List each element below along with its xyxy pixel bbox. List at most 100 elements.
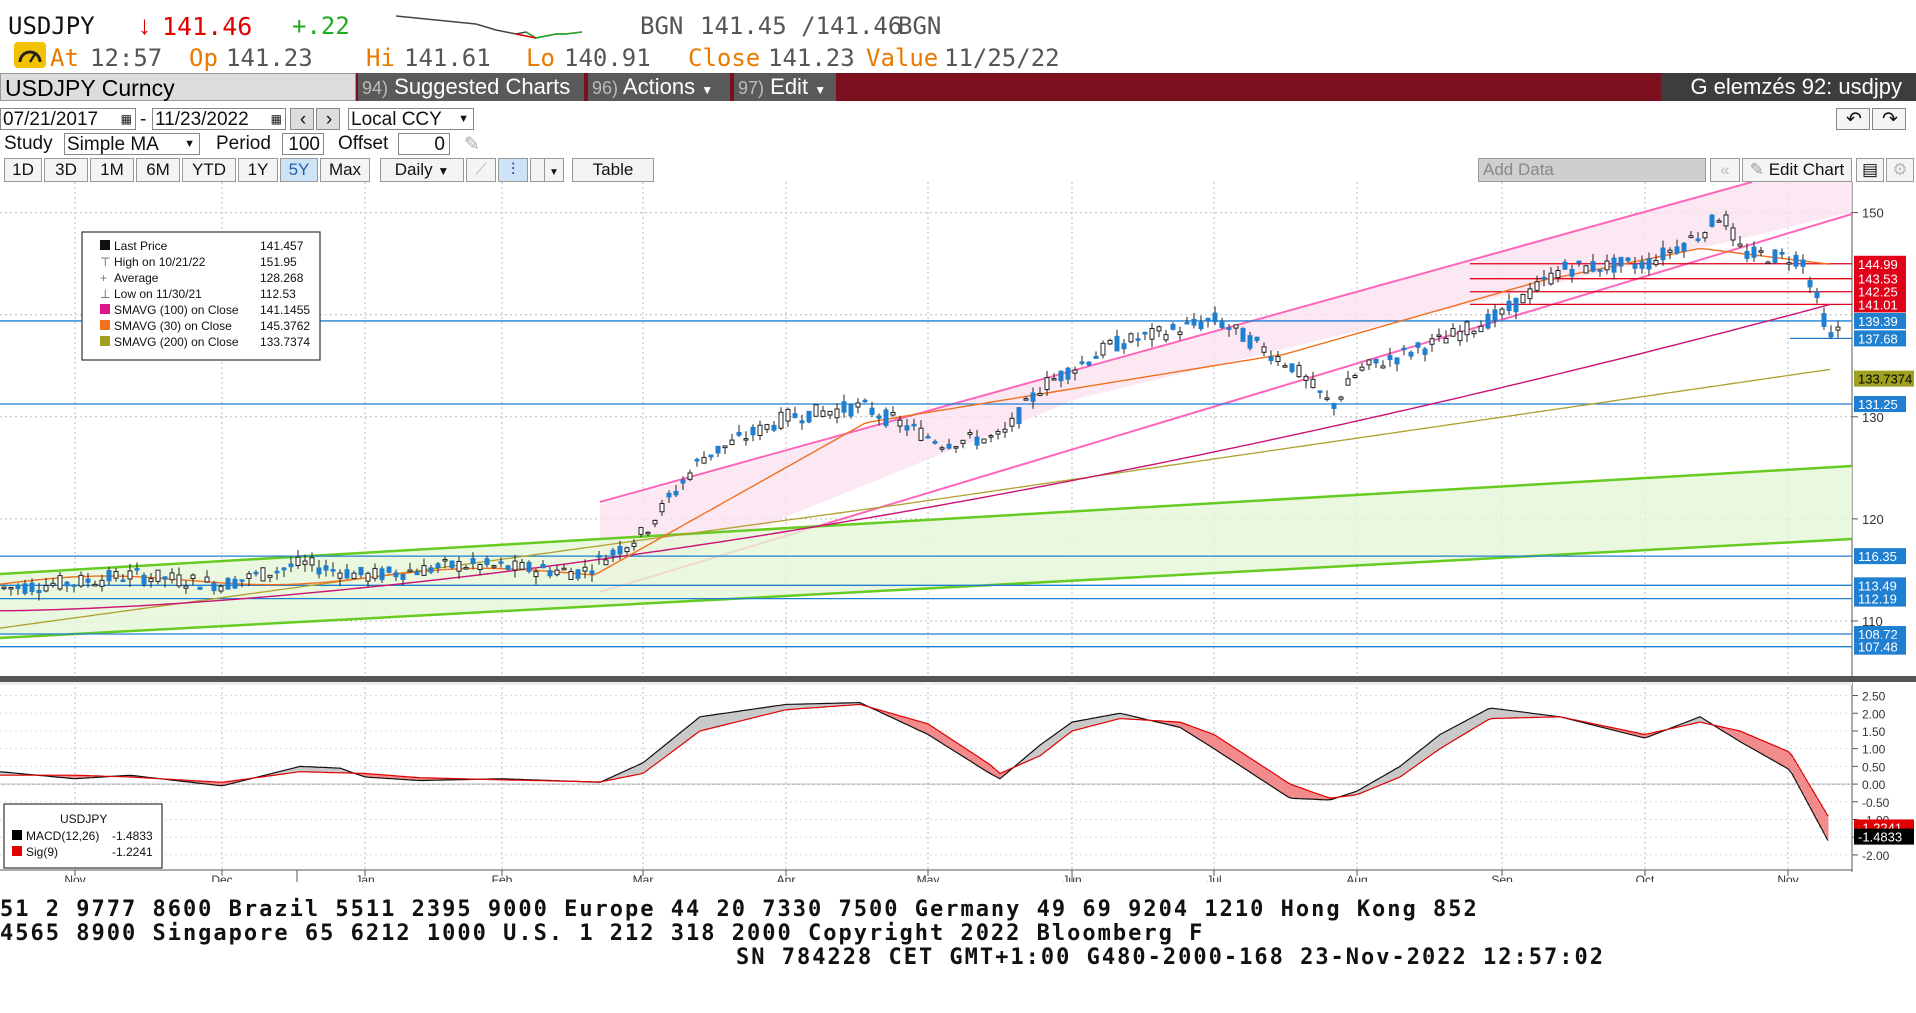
candle-body: [1492, 309, 1498, 321]
table-button[interactable]: Table: [572, 158, 654, 182]
function-toolbar: USDJPY Curncy 94) Suggested Charts 96) A…: [0, 73, 1916, 101]
candle-body: [1660, 247, 1666, 261]
suggested-charts-button[interactable]: 94) Suggested Charts: [358, 73, 584, 101]
candle-body: [1443, 337, 1449, 344]
start-date-field[interactable]: 07/21/2017 ▦: [0, 108, 136, 130]
candle-body: [407, 569, 413, 573]
next-arrow-button[interactable]: ›: [316, 108, 340, 130]
pencil-icon[interactable]: ✎: [464, 134, 480, 155]
period-button-5y[interactable]: 5Y: [280, 158, 318, 182]
period-row: 1D 3D 1M 6M YTD 1Y 5Y Max Daily ▼ ⟋ ⫶ ▼ Table A…: [0, 158, 1916, 182]
edit-chart-button[interactable]: ✎ Edit Chart: [1742, 158, 1852, 182]
period-input[interactable]: 100: [282, 133, 324, 155]
level-tag: 113.49: [1854, 577, 1906, 594]
chart-settings-button[interactable]: ▤: [1856, 158, 1884, 182]
candle-body: [1695, 238, 1701, 241]
period-button-6m[interactable]: 6M: [136, 158, 180, 182]
level-tag-box: [1854, 312, 1906, 329]
candle-body: [1793, 254, 1799, 267]
tape-line-2: 4565 8900 Singapore 65 6212 1000 U.S. 1 …: [0, 921, 1205, 946]
price-axis: 150 130 120 110: [1852, 206, 1884, 629]
macd-legend-value: -1.4833: [112, 829, 153, 843]
low-value: 140.91: [564, 44, 651, 72]
macd-tick-label: 1.50: [1862, 725, 1886, 739]
calendar-icon[interactable]: ▦: [120, 112, 132, 126]
redo-button[interactable]: ↷: [1872, 108, 1906, 130]
price-tick-label: 110: [1862, 614, 1883, 629]
level-tag-label: 131.25: [1858, 397, 1898, 412]
alert-gauge-icon[interactable]: [14, 42, 46, 68]
chart-type-dropdown[interactable]: ▼: [544, 158, 564, 182]
candle-body: [729, 439, 735, 446]
symbol: USDJPY: [8, 12, 95, 40]
candle-body: [1303, 375, 1309, 381]
macd-legend-value: -1.2241: [112, 845, 153, 859]
x-tick-label: Jul: [1206, 873, 1221, 882]
candle-body: [666, 492, 672, 498]
period-button-1y[interactable]: 1Y: [238, 158, 278, 182]
currency-select[interactable]: Local CCY ▼: [348, 108, 474, 130]
legend-label: Average: [114, 271, 159, 285]
gear-button[interactable]: ⚙: [1886, 158, 1914, 182]
candle-body: [645, 531, 651, 535]
legend-label: SMAVG (200) on Close: [114, 335, 239, 349]
candle-body: [134, 568, 140, 571]
candle-body: [15, 585, 21, 589]
candle-body: [1380, 365, 1386, 369]
candle-body: [1212, 312, 1218, 323]
calendar-icon[interactable]: ▦: [270, 112, 282, 126]
candle-body: [29, 582, 35, 592]
frequency-select[interactable]: Daily ▼: [380, 158, 464, 182]
candle-body: [869, 407, 875, 415]
candle-body: [435, 563, 441, 569]
at-time: 12:57: [90, 44, 163, 72]
period-button-ytd[interactable]: YTD: [182, 158, 236, 182]
candle-body: [43, 585, 49, 592]
candle-body: [183, 585, 189, 589]
candle-body: [575, 569, 581, 579]
undo-button[interactable]: ↶: [1836, 108, 1870, 130]
candle-body: [1240, 327, 1246, 342]
candle-body: [1268, 356, 1274, 361]
candle-body: [22, 583, 28, 594]
end-date-field[interactable]: 11/23/2022 ▦: [152, 108, 286, 130]
candle-body: [1618, 256, 1624, 267]
open-label: Op: [189, 44, 218, 72]
study-select[interactable]: Simple MA ▼: [64, 133, 200, 155]
moving-averages: [0, 248, 1831, 629]
candle-body: [1800, 259, 1806, 267]
add-data-input[interactable]: Add Data: [1478, 158, 1706, 182]
period-button-1d[interactable]: 1D: [4, 158, 42, 182]
collapse-button[interactable]: «: [1710, 158, 1740, 182]
offset-input[interactable]: 0: [398, 133, 450, 155]
candle-body: [309, 557, 315, 566]
security-ticker-field[interactable]: USDJPY Curncy: [0, 73, 356, 101]
candle-body: [1702, 232, 1708, 239]
macd-line: [0, 701, 1829, 841]
candle-body: [197, 586, 203, 590]
level-tag-box: [1854, 577, 1906, 594]
candle-body: [1324, 397, 1330, 400]
candle-body: [274, 570, 280, 574]
x-tick-label: Dec: [211, 873, 232, 882]
actions-menu[interactable]: 96) Actions ▼: [588, 73, 730, 101]
legend-value: 145.3762: [260, 319, 310, 333]
period-button-max[interactable]: Max: [320, 158, 370, 182]
candle-body: [911, 423, 917, 427]
level-tag-label: 142.25: [1858, 285, 1898, 300]
level-tag-box: [1854, 626, 1906, 643]
period-button-3d[interactable]: 3D: [44, 158, 88, 182]
edit-menu[interactable]: 97) Edit ▼: [734, 73, 836, 101]
period-button-1m[interactable]: 1M: [90, 158, 134, 182]
candle-body: [1681, 242, 1687, 252]
legend-value: 112.53: [260, 287, 296, 301]
candle-body: [1814, 291, 1820, 298]
x-tick-label: Jan: [355, 873, 374, 882]
close-label: Close: [688, 44, 761, 72]
line-chart-type-button[interactable]: ⟋: [466, 158, 496, 182]
previous-arrow-button[interactable]: ‹: [290, 108, 314, 130]
candle-body: [1401, 347, 1407, 351]
candle-body: [1583, 265, 1589, 274]
bar-chart-type-button[interactable]: ⫶: [498, 158, 528, 182]
